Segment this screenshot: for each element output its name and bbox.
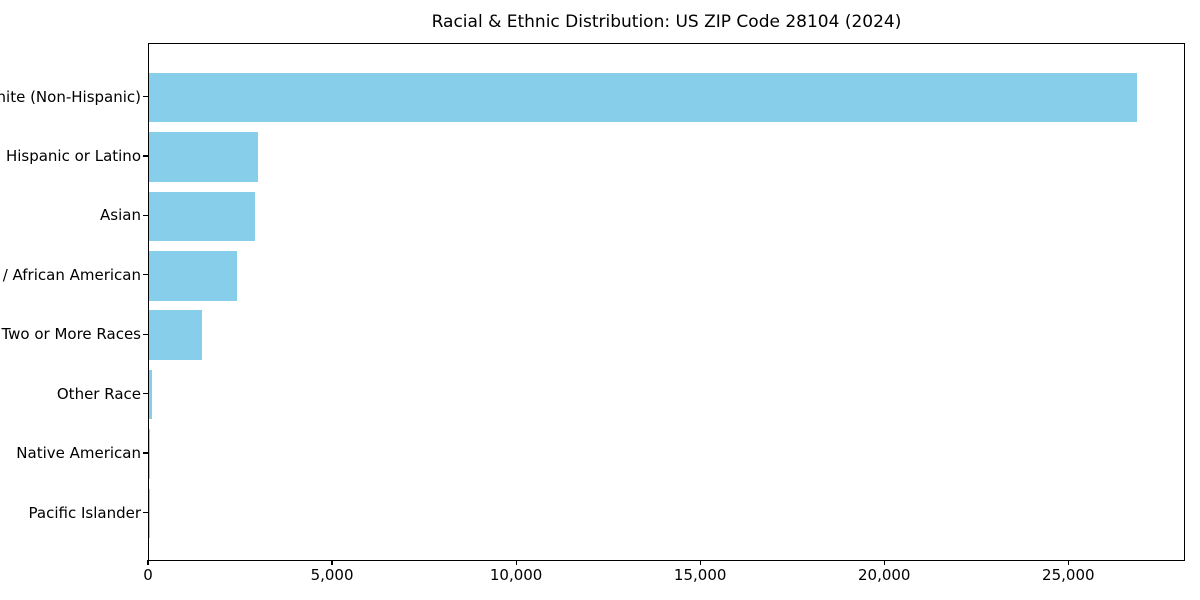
bar-white-non-hispanic [149, 72, 1138, 123]
y-tick-label-white-non-hispanic: White (Non-Hispanic) [0, 87, 141, 106]
y-tick-mark [143, 452, 148, 454]
x-tick-label-25000: 25,000 [1042, 566, 1095, 584]
y-tick-mark [143, 155, 148, 157]
x-tick-mark [1067, 560, 1069, 565]
y-tick-label-other-race: Other Race [56, 384, 141, 403]
x-tick-label-0: 0 [143, 566, 153, 584]
x-tick-label-5000: 5,000 [310, 566, 354, 584]
bar-hispanic-or-latino [149, 132, 258, 182]
bar-native-american [149, 429, 151, 479]
y-tick-mark [143, 274, 148, 276]
x-tick-label-10000: 10,000 [489, 566, 543, 584]
x-tick-mark [515, 560, 517, 565]
y-tick-mark [143, 333, 148, 335]
x-tick-label-20000: 20,000 [857, 566, 911, 584]
y-tick-label-pacific-islander: Pacific Islander [28, 503, 141, 522]
y-tick-mark [143, 511, 148, 514]
x-tick-mark [147, 560, 149, 565]
bar-other-race [149, 369, 153, 420]
plot-area [148, 43, 1185, 561]
y-tick-label-hispanic-or-latino: Hispanic or Latino [5, 146, 141, 165]
y-tick-mark [143, 393, 148, 395]
bar-black-african-american [149, 251, 237, 301]
x-tick-label-15000: 15,000 [673, 566, 727, 584]
bar-asian [149, 191, 255, 242]
y-tick-label-two-or-more-races: Two or More Races [1, 325, 141, 344]
y-tick-label-native-american: Native American [16, 444, 141, 463]
x-tick-mark [699, 560, 701, 565]
y-tick-mark [143, 214, 148, 216]
bar-two-or-more-races [149, 310, 202, 360]
x-tick-mark [883, 560, 885, 565]
chart-title: Racial & Ethnic Distribution: US ZIP Cod… [431, 12, 902, 32]
y-tick-mark [143, 95, 148, 98]
y-tick-label-black-african-american: Black / African American [0, 265, 141, 284]
x-tick-mark [331, 560, 333, 565]
y-tick-label-asian: Asian [100, 206, 141, 225]
